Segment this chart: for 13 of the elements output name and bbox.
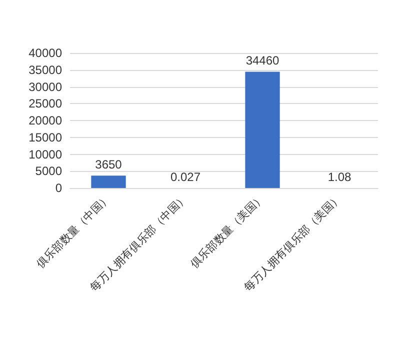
y-tick-label: 15000 bbox=[28, 130, 62, 144]
data-label: 3650 bbox=[95, 158, 122, 172]
y-tick-label: 5000 bbox=[35, 164, 62, 178]
data-label: 1.08 bbox=[328, 170, 352, 184]
data-label: 0.027 bbox=[170, 170, 201, 184]
y-tick-label: 40000 bbox=[28, 46, 62, 60]
data-label: 34460 bbox=[246, 54, 280, 68]
y-tick-label: 20000 bbox=[28, 114, 62, 128]
y-tick-label: 0 bbox=[55, 181, 62, 195]
y-tick-label: 10000 bbox=[28, 147, 62, 162]
y-tick-label: 30000 bbox=[28, 80, 62, 94]
y-tick-label: 35000 bbox=[28, 62, 62, 77]
y-tick-label: 25000 bbox=[28, 96, 62, 111]
